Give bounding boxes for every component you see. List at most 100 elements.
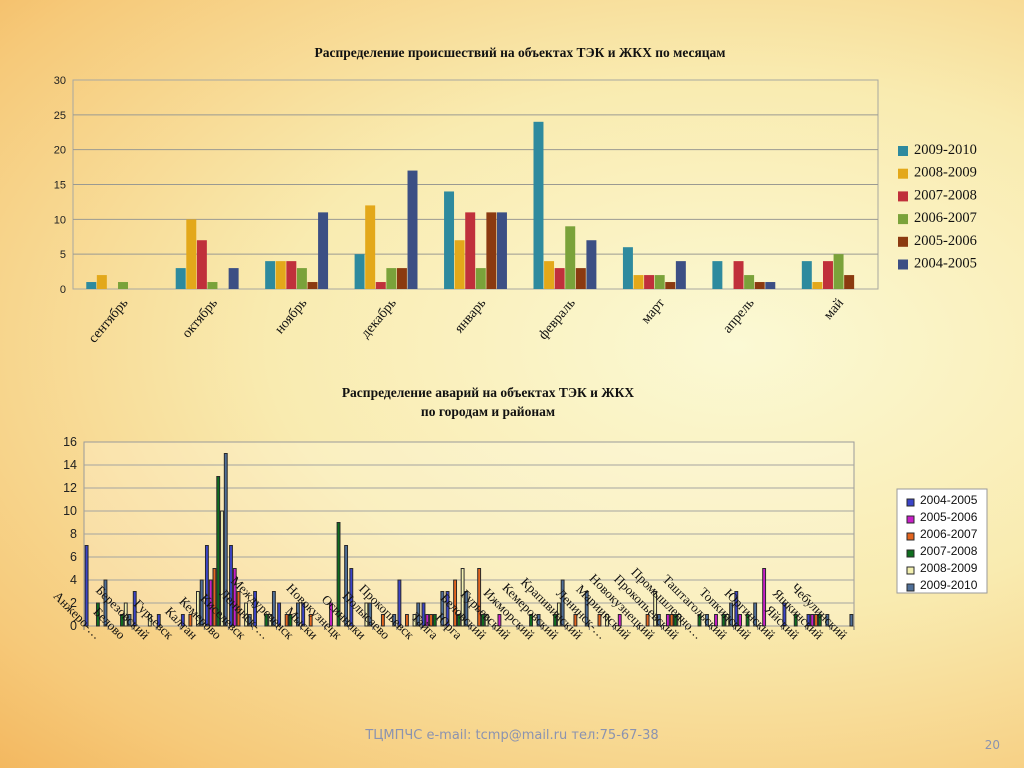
- legend-swatch: [906, 566, 915, 575]
- bar-2009-2010-январь: [444, 191, 455, 289]
- bar-2004-2005-январь: [496, 212, 507, 289]
- bar-2004-2005-Анжеро-…: [84, 545, 89, 627]
- bar-2005-2006-Тайга: [425, 614, 430, 627]
- y-tick-label: 15: [54, 180, 66, 192]
- y-tick-label: 25: [54, 110, 66, 122]
- chart-monthly-incidents: Распределение происшествий на объектах Т…: [54, 45, 977, 346]
- bar-2005-2006-Гурьевский: [497, 614, 502, 627]
- chart2-title-line1: Распределение аварий на объектах ТЭК и Ж…: [342, 385, 635, 400]
- y-tick-label: 5: [60, 249, 66, 261]
- bar-2006-2007-Юрга: [453, 579, 458, 627]
- bar-2004-2005-Березовский: [132, 591, 137, 627]
- bar-2006-2007-февраль: [565, 226, 576, 289]
- bar-2009-2010-Междуреченск: [296, 602, 300, 627]
- bar-2004-2005-март: [675, 261, 686, 289]
- bar-2009-2010-Белово: [127, 614, 132, 627]
- bar-2004-2005-Междуреченск: [277, 602, 282, 627]
- bar-2004-2005-Гурьевск: [156, 614, 161, 627]
- bar-2009-2010-Топкинский: [753, 602, 758, 627]
- chart1-y-axis: 0 5 10 15 20 25 30: [54, 75, 66, 296]
- legend-label: 2005-2006: [914, 233, 977, 249]
- legend-label: 2005-2006: [920, 510, 978, 524]
- chart2-gridlines: [84, 464, 854, 604]
- legend-label: 2004-2005: [920, 493, 978, 507]
- bar-2005-2006-Мариинский: [617, 614, 622, 627]
- bar-2004-2005-Тайга: [421, 602, 426, 627]
- legend-label: 2008-2009: [920, 561, 978, 575]
- y-tick-label: 0: [60, 284, 66, 296]
- bar-2008-2009-Ленинск-…: [268, 614, 273, 627]
- bar-2007-2008-Яйский: [793, 614, 798, 627]
- bar-2008-2009-Киселевск: [244, 602, 249, 627]
- bar-2004-2005-Осинники: [349, 568, 354, 627]
- x-category-label: январь: [452, 296, 489, 336]
- bar-2007-2008-Ижморский: [529, 614, 533, 627]
- bar-2006-2007-Новокузнецкий: [645, 614, 650, 627]
- bar-2007-2008-декабрь: [375, 282, 386, 289]
- bar-2006-2007-январь: [475, 268, 486, 289]
- bar-2008-2009-сентябрь: [96, 275, 107, 289]
- bar-2005-2006-Юргинский: [762, 568, 767, 627]
- legend-swatch: [898, 259, 908, 270]
- bar-2008-2009-Калтан: [196, 591, 200, 627]
- bar-2009-2010-сентябрь: [86, 282, 97, 289]
- bar-2009-2010-Калтан: [199, 579, 204, 627]
- bar-2004-2005-Юрга: [445, 591, 450, 627]
- bar-2007-2008-Тайга: [432, 614, 437, 627]
- bar-2004-2005-февраль: [586, 240, 597, 289]
- bar-2004-2005-Ленинск-…: [253, 591, 257, 627]
- y-tick-label: 12: [63, 481, 77, 495]
- bar-2009-2010-декабрь: [354, 254, 365, 289]
- bar-2006-2007-Беловский: [477, 568, 482, 627]
- bar-2008-2009-Осинники: [364, 602, 369, 627]
- y-tick-label: 8: [70, 527, 77, 541]
- bar-2007-2008-Кемерово: [216, 476, 221, 627]
- bar-2007-2008-январь: [465, 212, 476, 289]
- chart2-y-axis: 0 2 4 6 8 10 12 14 16: [63, 435, 77, 633]
- bar-2009-2010-Ижморский: [536, 614, 541, 627]
- x-category-label: апрель: [720, 296, 757, 336]
- legend-swatch: [906, 532, 915, 541]
- bar-2008-2009-март: [633, 275, 644, 289]
- bar-2009-2010-Чебулинский: [849, 614, 854, 627]
- bar-2006-2007-Междуреченск: [284, 614, 289, 627]
- legend-label: 2006-2007: [914, 210, 977, 226]
- chart1-title: Распределение происшествий на объектах Т…: [315, 45, 726, 60]
- bar-2005-2006-Таштагольский: [714, 614, 718, 627]
- bar-2007-2008-Топкинский: [745, 614, 750, 627]
- bar-2009-2010-Анжеро-…: [103, 579, 108, 627]
- bar-2005-2006-Новокузнецк: [329, 602, 333, 627]
- x-category-label: октябрь: [180, 296, 221, 341]
- bar-2008-2009-Ленинск-…: [605, 614, 609, 627]
- bar-2006-2007-Тайга: [429, 614, 433, 627]
- legend-swatch: [898, 168, 908, 179]
- bar-2009-2010-Ленинск-…: [271, 591, 276, 627]
- y-tick-label: 30: [54, 75, 66, 87]
- bar-2004-2005-Яшкинский: [806, 614, 811, 627]
- chart2-title-line2: по городам и районам: [421, 404, 555, 419]
- x-category-label: март: [639, 296, 668, 327]
- bar-2006-2007-Прокопьевск: [405, 614, 409, 627]
- legend-label: 2007-2008: [914, 187, 977, 203]
- bar-2006-2007-декабрь: [386, 268, 397, 289]
- bar-2009-2010-Яшкинский: [825, 614, 830, 627]
- legend-swatch: [898, 146, 908, 156]
- bar-2004-2005-Мыски: [301, 602, 306, 627]
- bar-2004-2005-Кемерово: [204, 545, 209, 627]
- bar-2005-2006-Киселевск: [232, 568, 237, 627]
- legend-label: 2007-2008: [920, 544, 978, 558]
- bar-2005-2006-март: [665, 282, 676, 289]
- legend-swatch: [906, 549, 915, 558]
- bar-2008-2009-декабрь: [365, 205, 376, 289]
- x-category-label: сентябрь: [86, 296, 132, 346]
- bar-2006-2007-Яшкинский: [814, 614, 818, 627]
- chart2-bars: [84, 453, 854, 627]
- y-tick-label: 20: [54, 145, 66, 157]
- page-number: 20: [984, 738, 1000, 752]
- bar-2008-2009-май: [812, 282, 823, 289]
- bar-2006-2007-ноябрь: [296, 268, 307, 289]
- bar-2007-2008-Беловский: [480, 614, 485, 627]
- bar-2006-2007-Мыски: [308, 614, 313, 627]
- chart1-gridlines: [73, 114, 878, 255]
- chart-accidents-by-city: Распределение аварий на объектах ТЭК и Ж…: [51, 385, 988, 643]
